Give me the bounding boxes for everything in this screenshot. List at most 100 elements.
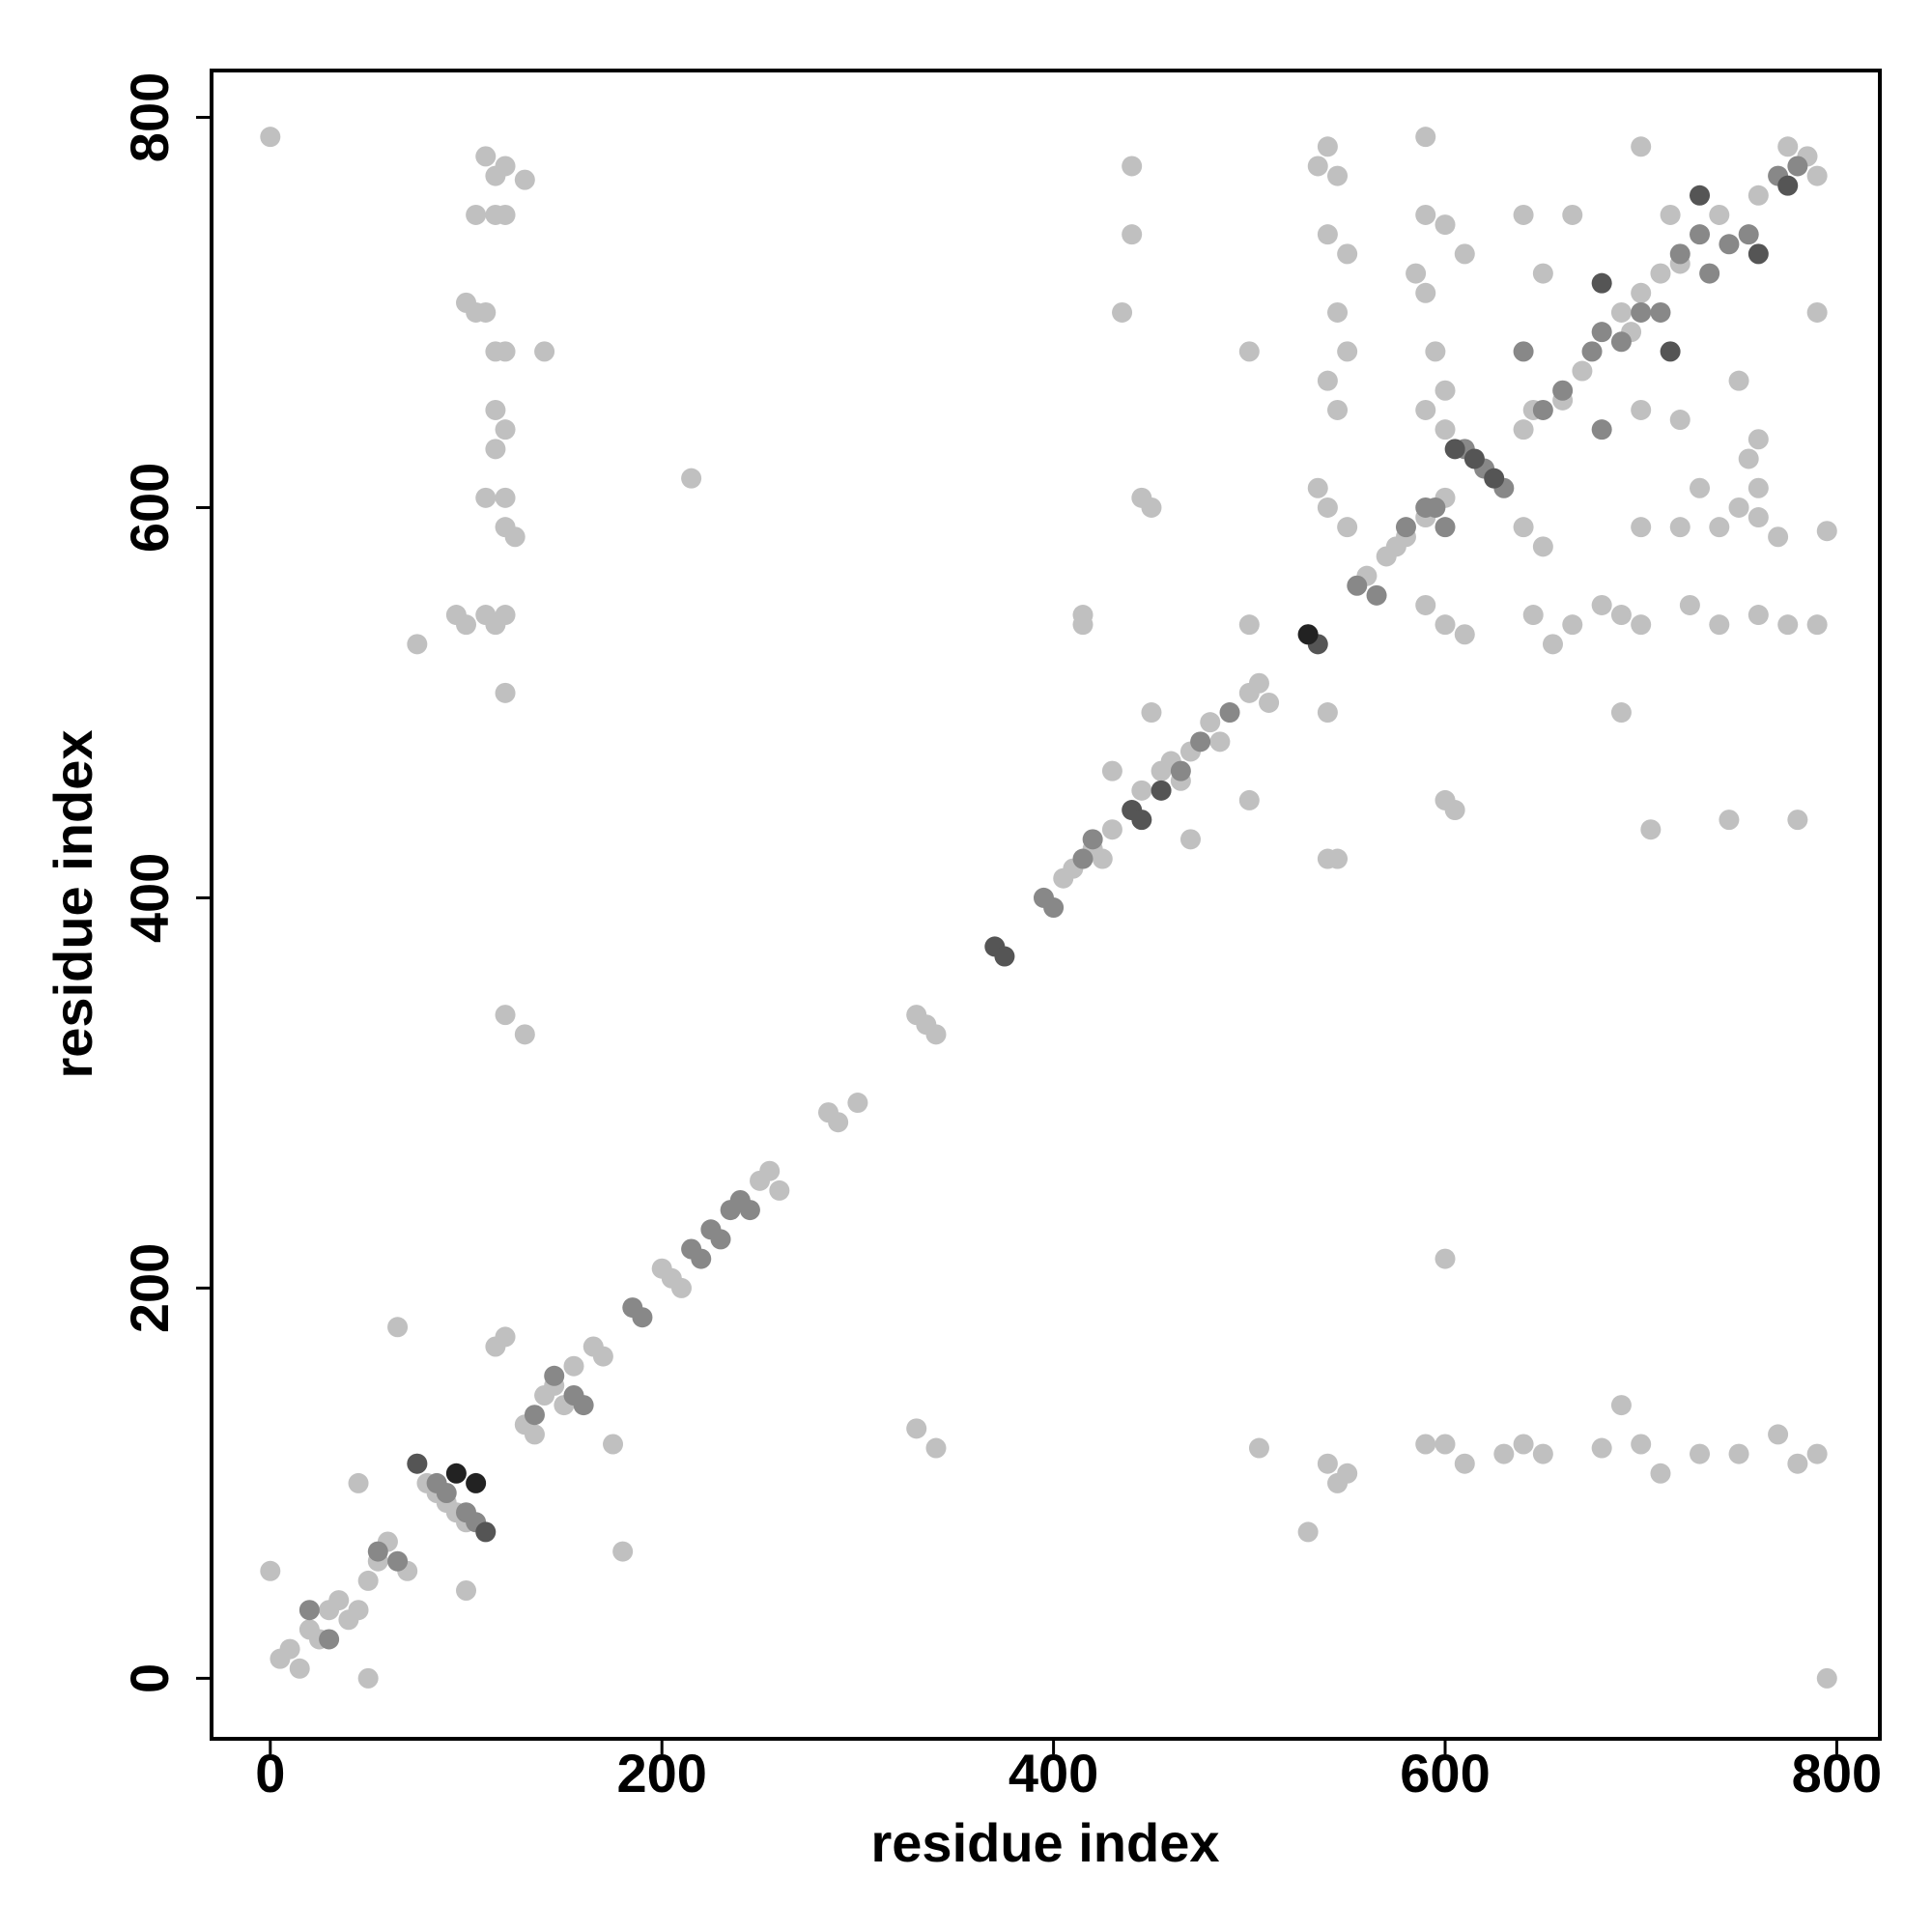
point	[407, 1453, 428, 1474]
point	[407, 634, 428, 655]
point	[1669, 243, 1690, 265]
point	[328, 1590, 350, 1611]
point	[632, 1307, 653, 1328]
point	[906, 1418, 927, 1439]
point	[769, 1179, 790, 1201]
point	[1572, 360, 1593, 382]
point	[1709, 204, 1730, 225]
point	[1327, 399, 1349, 420]
point	[1317, 702, 1338, 724]
point	[1650, 301, 1671, 323]
point	[759, 1160, 781, 1181]
point	[670, 1277, 692, 1298]
point	[1101, 760, 1122, 781]
point	[1777, 175, 1799, 196]
point	[612, 1541, 634, 1562]
point	[1082, 829, 1103, 850]
point	[348, 1472, 369, 1493]
point	[1709, 517, 1730, 538]
point	[1425, 341, 1446, 362]
point	[1454, 624, 1475, 645]
point	[1532, 263, 1553, 284]
point	[387, 1550, 409, 1572]
point	[1610, 605, 1632, 626]
point	[1347, 575, 1368, 596]
point	[1415, 399, 1436, 420]
point	[1581, 341, 1603, 362]
point	[1669, 517, 1690, 538]
point	[1317, 370, 1338, 391]
point	[1307, 477, 1328, 498]
y-tick-label: 0	[119, 1663, 180, 1693]
point	[1179, 829, 1201, 850]
point	[847, 1093, 868, 1114]
point	[1591, 594, 1612, 615]
point	[1337, 341, 1358, 362]
point	[1317, 1453, 1338, 1474]
point	[319, 1629, 340, 1650]
point	[466, 204, 487, 225]
point	[1122, 224, 1143, 245]
point	[1631, 614, 1652, 636]
point	[1738, 224, 1759, 245]
point	[1747, 477, 1769, 498]
point	[1513, 204, 1534, 225]
x-axis-title: residue index	[870, 1812, 1219, 1873]
point	[1699, 263, 1720, 284]
point	[925, 1437, 947, 1459]
point	[681, 468, 702, 489]
point	[1259, 692, 1280, 713]
point	[1610, 301, 1632, 323]
point	[485, 1336, 506, 1357]
point	[1513, 517, 1534, 538]
point	[1591, 322, 1612, 343]
point	[298, 1600, 320, 1621]
point	[456, 1579, 477, 1601]
point	[1435, 1248, 1456, 1269]
point	[1415, 594, 1436, 615]
point	[1747, 185, 1769, 206]
point	[1728, 497, 1749, 518]
point	[691, 1248, 712, 1269]
point	[357, 1667, 379, 1689]
point	[1190, 731, 1211, 753]
point	[1513, 419, 1534, 440]
y-tick-label: 600	[119, 463, 180, 553]
point	[475, 301, 497, 323]
point	[436, 1482, 457, 1503]
point	[1238, 341, 1260, 362]
point	[1366, 584, 1387, 606]
point	[1238, 614, 1260, 636]
point	[466, 1472, 487, 1493]
point	[1170, 760, 1191, 781]
point	[1415, 204, 1436, 225]
point	[485, 399, 506, 420]
point	[1747, 243, 1769, 265]
point	[1151, 780, 1172, 801]
x-tick-label: 0	[255, 1743, 285, 1804]
point	[1816, 1667, 1837, 1689]
point	[1631, 136, 1652, 157]
point	[1719, 234, 1740, 255]
point	[1141, 497, 1162, 518]
point	[1131, 780, 1152, 801]
point	[1631, 1434, 1652, 1455]
point	[1435, 614, 1456, 636]
point	[456, 614, 477, 636]
point	[1787, 1453, 1808, 1474]
point	[1650, 263, 1671, 284]
point	[367, 1541, 388, 1562]
point	[1444, 800, 1465, 821]
point	[1463, 448, 1485, 469]
point	[1297, 624, 1319, 645]
point	[475, 1521, 497, 1543]
point	[1435, 1434, 1456, 1455]
point	[1631, 282, 1652, 303]
point	[1415, 127, 1436, 148]
point	[1690, 477, 1711, 498]
plot-frame	[210, 69, 1882, 1741]
point	[1238, 789, 1260, 810]
point	[524, 1424, 545, 1445]
point	[1532, 399, 1553, 420]
point	[1660, 341, 1681, 362]
